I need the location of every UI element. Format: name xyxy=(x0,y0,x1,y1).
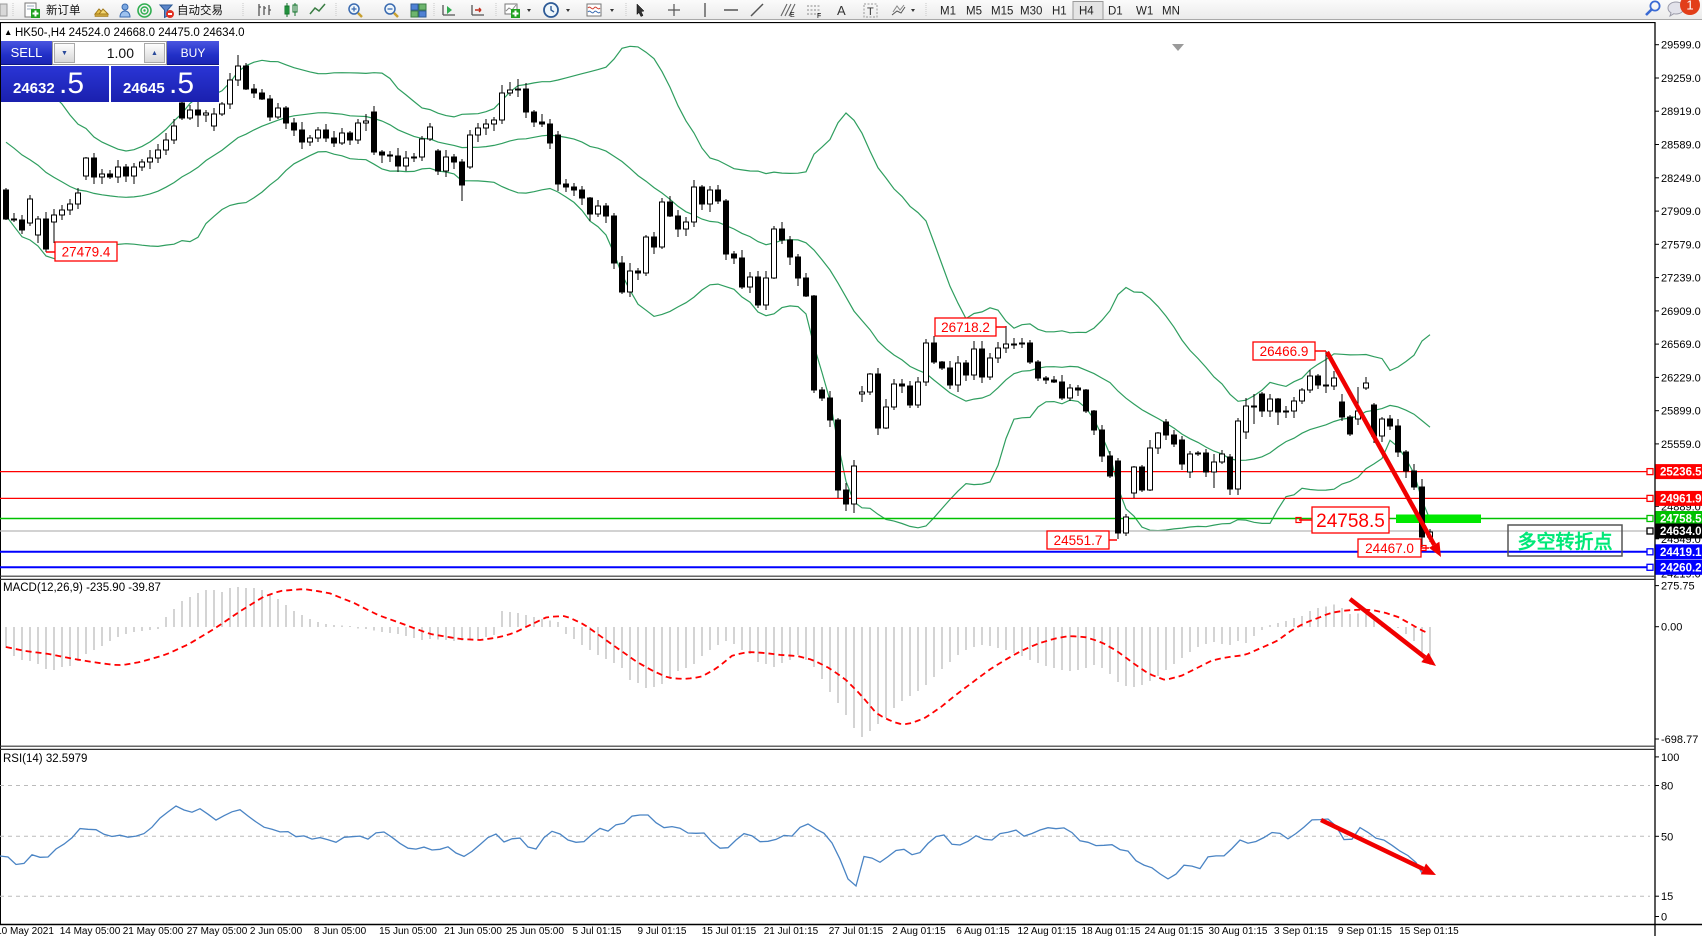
svg-text:26229.0: 26229.0 xyxy=(1661,372,1701,384)
svg-text:0.00: 0.00 xyxy=(1661,622,1682,634)
svg-text:1: 1 xyxy=(1686,0,1693,13)
svg-text:25559.0: 25559.0 xyxy=(1661,439,1701,451)
svg-text:80: 80 xyxy=(1661,780,1673,792)
svg-text:新订单: 新订单 xyxy=(46,3,81,17)
svg-text:2 Jun 05:00: 2 Jun 05:00 xyxy=(250,926,303,936)
svg-text:275.75: 275.75 xyxy=(1661,581,1695,593)
svg-text:6 Aug 01:15: 6 Aug 01:15 xyxy=(956,926,1010,936)
svg-text:24419.1: 24419.1 xyxy=(1660,547,1702,559)
svg-text:27479.4: 27479.4 xyxy=(62,244,111,259)
svg-text:0: 0 xyxy=(1661,911,1667,923)
svg-text:9 Jul 01:15: 9 Jul 01:15 xyxy=(638,926,687,936)
svg-text:多空转折点: 多空转折点 xyxy=(1517,530,1612,553)
svg-text:100: 100 xyxy=(1661,752,1679,764)
svg-text:25899.0: 25899.0 xyxy=(1661,406,1701,418)
svg-text:MN: MN xyxy=(1162,6,1180,18)
svg-text:8 Jun 05:00: 8 Jun 05:00 xyxy=(314,926,367,936)
svg-text:27 May 05:00: 27 May 05:00 xyxy=(187,926,248,936)
svg-text:HK50-,H4 24524.0 24668.0 2447: HK50-,H4 24524.0 24668.0 24475.0 24634.0 xyxy=(15,27,245,39)
svg-text:24634.0: 24634.0 xyxy=(1660,526,1702,538)
svg-text:-698.77: -698.77 xyxy=(1661,734,1698,746)
svg-text:24758.5: 24758.5 xyxy=(1660,514,1702,526)
svg-text:▲: ▲ xyxy=(4,27,12,37)
svg-text:24961.9: 24961.9 xyxy=(1660,493,1702,505)
svg-text:27909.0: 27909.0 xyxy=(1661,206,1701,218)
svg-text:24551.7: 24551.7 xyxy=(1054,533,1103,548)
svg-text:28589.0: 28589.0 xyxy=(1661,140,1701,152)
svg-text:15 Sep 01:15: 15 Sep 01:15 xyxy=(1399,926,1459,936)
svg-text:W1: W1 xyxy=(1136,6,1153,18)
svg-text:M5: M5 xyxy=(966,6,982,18)
svg-text:9 Sep 01:15: 9 Sep 01:15 xyxy=(1338,926,1392,936)
svg-text:F: F xyxy=(817,13,821,20)
svg-text:M1: M1 xyxy=(940,6,956,18)
svg-text:12 Aug 01:15: 12 Aug 01:15 xyxy=(1018,926,1077,936)
svg-text:T: T xyxy=(867,6,874,18)
svg-text:H1: H1 xyxy=(1052,6,1067,18)
svg-text:RSI(14) 32.5979: RSI(14) 32.5979 xyxy=(3,753,87,765)
svg-text:25236.5: 25236.5 xyxy=(1660,467,1702,479)
svg-text:5 Jul 01:15: 5 Jul 01:15 xyxy=(573,926,622,936)
svg-text:27 Jul 01:15: 27 Jul 01:15 xyxy=(829,926,884,936)
svg-text:21 Jun 05:00: 21 Jun 05:00 xyxy=(444,926,502,936)
svg-text:D1: D1 xyxy=(1108,6,1123,18)
svg-text:27239.0: 27239.0 xyxy=(1661,273,1701,285)
svg-text:E: E xyxy=(790,12,795,19)
svg-text:29599.0: 29599.0 xyxy=(1661,40,1701,52)
svg-text:21 May 05:00: 21 May 05:00 xyxy=(123,926,184,936)
svg-text:10 May 2021: 10 May 2021 xyxy=(0,926,54,936)
svg-text:50: 50 xyxy=(1661,831,1673,843)
svg-text:18 Aug 01:15: 18 Aug 01:15 xyxy=(1082,926,1141,936)
svg-text:28919.0: 28919.0 xyxy=(1661,106,1701,118)
svg-text:15 Jul 01:15: 15 Jul 01:15 xyxy=(702,926,757,936)
svg-text:24 Aug 01:15: 24 Aug 01:15 xyxy=(1145,926,1204,936)
svg-text:M15: M15 xyxy=(991,6,1013,18)
svg-text:26718.2: 26718.2 xyxy=(941,320,990,335)
svg-text:24260.2: 24260.2 xyxy=(1660,562,1702,574)
svg-text:28249.0: 28249.0 xyxy=(1661,173,1701,185)
svg-text:M30: M30 xyxy=(1020,6,1042,18)
svg-text:3 Sep 01:15: 3 Sep 01:15 xyxy=(1274,926,1328,936)
svg-text:25 Jun 05:00: 25 Jun 05:00 xyxy=(506,926,564,936)
svg-text:A: A xyxy=(837,3,846,18)
svg-text:26909.0: 26909.0 xyxy=(1661,306,1701,318)
svg-text:30 Aug 01:15: 30 Aug 01:15 xyxy=(1209,926,1268,936)
svg-text:H4: H4 xyxy=(1079,6,1094,18)
svg-text:24758.5: 24758.5 xyxy=(1316,511,1385,532)
svg-text:15: 15 xyxy=(1661,891,1673,903)
svg-text:26569.0: 26569.0 xyxy=(1661,339,1701,351)
svg-text:MACD(12,26,9) -235.90 -39.87: MACD(12,26,9) -235.90 -39.87 xyxy=(3,582,161,594)
svg-text:2 Aug 01:15: 2 Aug 01:15 xyxy=(892,926,946,936)
svg-text:15 Jun 05:00: 15 Jun 05:00 xyxy=(379,926,437,936)
svg-text:自动交易: 自动交易 xyxy=(177,3,223,17)
svg-text:14 May 05:00: 14 May 05:00 xyxy=(60,926,121,936)
svg-text:27579.0: 27579.0 xyxy=(1661,239,1701,251)
svg-text:29259.0: 29259.0 xyxy=(1661,73,1701,85)
svg-text:24467.0: 24467.0 xyxy=(1365,541,1414,556)
svg-text:26466.9: 26466.9 xyxy=(1260,344,1309,359)
svg-text:21 Jul 01:15: 21 Jul 01:15 xyxy=(764,926,819,936)
